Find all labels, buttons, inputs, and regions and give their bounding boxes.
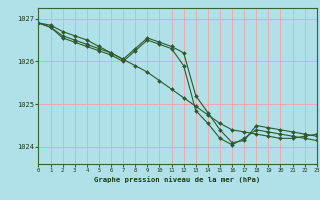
X-axis label: Graphe pression niveau de la mer (hPa): Graphe pression niveau de la mer (hPa) — [94, 176, 261, 183]
